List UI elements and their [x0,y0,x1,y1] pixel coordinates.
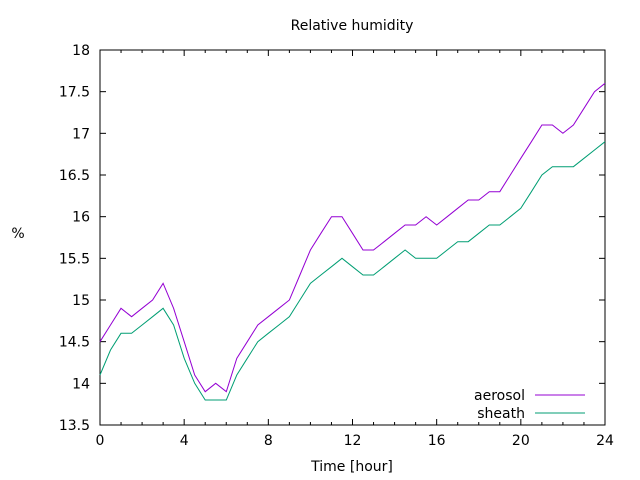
x-tick-label: 24 [596,433,614,449]
x-tick-label: 8 [264,433,273,449]
series-line-aerosol [99,82,606,393]
y-tick-label: 17 [72,126,90,142]
x-tick-label: 20 [512,433,530,449]
y-axis-label: % [11,226,24,242]
legend: aerosol sheath [474,388,585,422]
legend-label-sheath: sheath [477,406,525,422]
axis-ticks [99,49,606,426]
plot-frame [99,49,606,426]
axis-tick-labels: 0 4 8 12 16 20 24 13.5 14 14.5 15 15.5 16 16.5 17 17.5 1… [59,43,614,449]
series-line-sheath [99,141,606,401]
y-tick-label: 16.5 [59,168,90,184]
y-tick-label: 18 [72,43,90,59]
x-tick-label: 16 [428,433,446,449]
y-tick-label: 14 [72,376,90,392]
y-tick-label: 15.5 [59,251,90,267]
x-tick-label: 4 [180,433,189,449]
x-axis-label: Time [hour] [310,459,393,475]
y-tick-label: 13.5 [59,418,90,434]
legend-label-aerosol: aerosol [474,388,525,404]
series-lines [99,82,606,401]
y-tick-label: 14.5 [59,335,90,351]
x-tick-label: 0 [96,433,105,449]
chart-title: Relative humidity [291,18,414,34]
x-tick-label: 12 [344,433,362,449]
y-tick-label: 15 [72,293,90,309]
y-tick-label: 17.5 [59,85,90,101]
y-tick-label: 16 [72,210,90,226]
